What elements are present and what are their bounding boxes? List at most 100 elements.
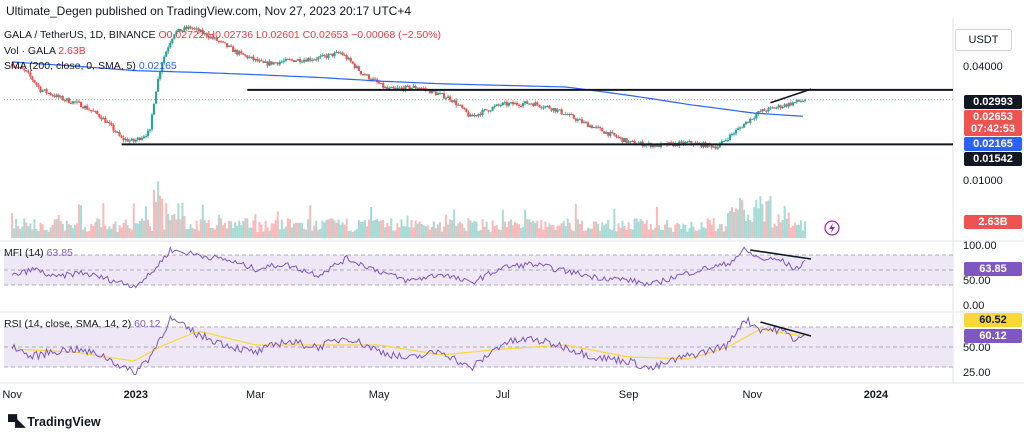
candle-body — [416, 87, 419, 89]
volume-bar — [343, 224, 346, 238]
candle-body — [349, 57, 352, 62]
volume-bar — [402, 225, 405, 238]
volume-bar — [595, 221, 598, 238]
volume-bar — [566, 218, 569, 238]
volume-bar — [120, 227, 123, 238]
volume-bar — [321, 220, 324, 238]
candle-body — [365, 74, 369, 76]
candle-body — [29, 72, 32, 77]
candle-body — [738, 127, 742, 129]
volume-bar — [288, 219, 291, 238]
candle-body — [511, 102, 515, 105]
volume-bar — [751, 221, 754, 238]
candle-body — [680, 141, 683, 143]
tradingview-logo[interactable]: ▀◣ TradingView — [8, 414, 101, 430]
candle-body — [43, 89, 46, 91]
volume-bar — [128, 228, 131, 238]
volume-bar — [372, 220, 375, 238]
time-tick-label: Sep — [619, 389, 639, 401]
mfi-title[interactable]: MFI (14) — [4, 247, 44, 259]
volume-bar — [438, 222, 441, 238]
volume-bar — [222, 225, 224, 238]
candle-body — [639, 141, 642, 144]
volume-bar — [522, 226, 525, 238]
volume-bar — [779, 222, 782, 238]
mfi-tick-label: 100.00 — [963, 240, 997, 252]
volume-bar — [311, 230, 314, 238]
candle-body — [173, 34, 176, 39]
volume-bar — [335, 222, 338, 238]
rsi-title[interactable]: RSI (14, close, SMA, 14, 2) — [4, 318, 132, 330]
volume-bar — [761, 204, 764, 238]
candle-body — [23, 68, 26, 71]
volume-bar — [165, 203, 168, 238]
volume-bar — [86, 231, 89, 238]
volume-bar — [420, 224, 423, 238]
candle-body — [461, 105, 464, 109]
volume-bar — [29, 223, 32, 238]
candle-body — [495, 104, 498, 106]
candle-body — [532, 103, 535, 106]
volume-bar — [795, 225, 798, 238]
volume-bar — [781, 219, 784, 238]
volume-bar — [657, 225, 660, 238]
candle-body — [268, 61, 271, 66]
candle-body — [254, 58, 257, 60]
volume-bar — [242, 221, 245, 238]
volume-bar — [27, 226, 30, 238]
price-trendline — [770, 88, 812, 104]
volume-bar — [662, 229, 665, 238]
candle-body — [540, 106, 543, 108]
volume-bar — [670, 227, 673, 238]
volume-bar — [181, 202, 184, 238]
candle-body — [161, 63, 164, 73]
volume-bar — [706, 218, 709, 238]
candle-body — [341, 52, 344, 56]
candle-body — [434, 91, 438, 95]
volume-label[interactable]: Vol · GALA — [4, 45, 56, 57]
volume-bar — [769, 196, 772, 238]
candle-body — [325, 55, 328, 58]
candle-body — [712, 146, 715, 148]
sma-label[interactable]: SMA (200, close, 0, SMA, 5) — [4, 60, 136, 72]
volume-bar — [315, 220, 318, 238]
volume-bar — [11, 213, 14, 238]
volume-bar — [698, 229, 701, 238]
volume-bar — [349, 230, 352, 238]
candle-body — [580, 119, 584, 123]
candle-body — [408, 85, 411, 90]
volume-bar — [461, 223, 464, 238]
candle-body — [130, 138, 133, 141]
symbol-name[interactable]: GALA / TetherUS, 1D, BINANCE — [4, 29, 156, 41]
candle-body — [670, 142, 673, 144]
volume-bar — [355, 229, 358, 238]
volume-bar — [678, 224, 681, 238]
volume-bar — [690, 221, 693, 238]
volume-bar — [84, 227, 87, 238]
candle-body — [759, 111, 762, 113]
volume-bar — [672, 231, 675, 238]
candle-body — [582, 121, 586, 123]
candle-body — [41, 90, 44, 92]
time-tick-label: 2024 — [864, 389, 889, 401]
volume-bar — [110, 228, 113, 238]
volume-bar — [323, 222, 326, 238]
volume-bar — [554, 229, 557, 238]
candle-body — [517, 104, 521, 107]
candle-body — [69, 102, 73, 104]
volume-bar — [552, 225, 555, 238]
volume-bar — [428, 229, 431, 238]
currency-button[interactable]: USDT — [955, 29, 1012, 51]
candle-body — [369, 79, 373, 81]
candle-body — [477, 113, 480, 116]
candle-body — [175, 31, 178, 35]
volume-bar — [337, 219, 340, 238]
candle-body — [227, 45, 231, 47]
volume-bar — [173, 214, 176, 238]
volume-bar — [282, 228, 285, 238]
volume-bar — [142, 220, 145, 238]
candle-body — [550, 108, 553, 111]
volume-bar — [167, 214, 170, 238]
volume-bar — [339, 224, 342, 238]
volume-bar — [479, 229, 482, 238]
